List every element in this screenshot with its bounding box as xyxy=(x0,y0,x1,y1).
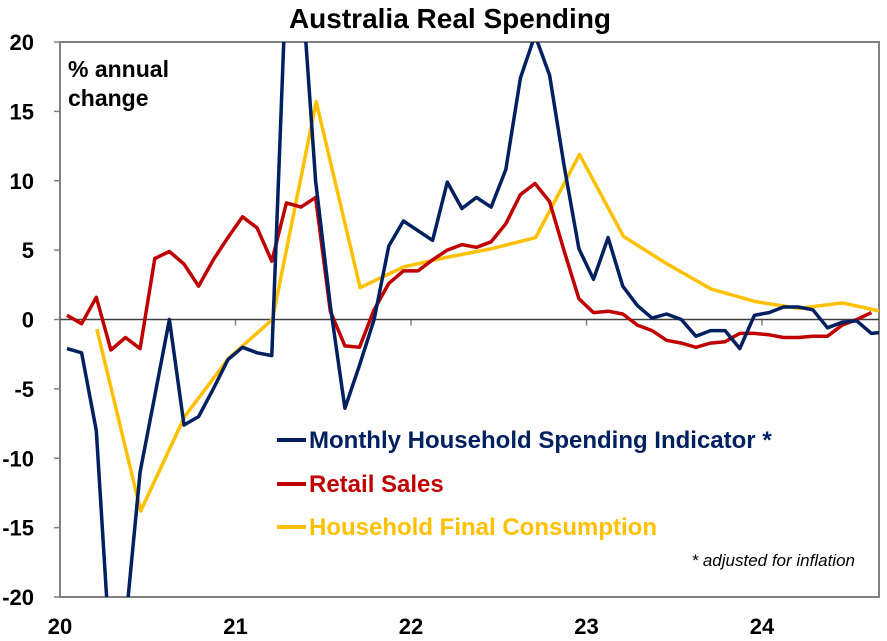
legend-label-retail-sales: Retail Sales xyxy=(309,471,444,498)
legend-label-hfc: Household Final Consumption xyxy=(309,514,657,541)
x-tick-label: 24 xyxy=(750,614,775,639)
y-tick-label: 0 xyxy=(22,308,34,333)
legend-label-mhsi: Monthly Household Spending Indicator * xyxy=(309,427,772,454)
y-tick-label: 20 xyxy=(10,30,34,55)
y-tick-label: -10 xyxy=(2,446,34,471)
y-axis-tick-labels: 20 15 10 5 0 -5 -10 -15 -20 xyxy=(2,30,34,610)
series-lines xyxy=(66,42,879,597)
y-tick-label: 10 xyxy=(10,169,34,194)
x-tick-label: 22 xyxy=(399,614,423,639)
y-tick-label: -5 xyxy=(14,377,34,402)
x-tick-label: 23 xyxy=(574,614,598,639)
y-axis-unit-label-line2: change xyxy=(68,85,149,111)
footnote: * adjusted for inflation xyxy=(692,551,856,570)
y-tick-label: -20 xyxy=(2,585,34,610)
y-axis-unit-label-line1: % annual xyxy=(68,56,169,82)
y-axis-ticks xyxy=(54,41,60,598)
chart-title: Australia Real Spending xyxy=(289,3,611,34)
x-tick-label: 21 xyxy=(223,614,247,639)
x-axis-ticks xyxy=(59,319,763,326)
y-tick-label: 15 xyxy=(10,99,34,124)
y-tick-label: 5 xyxy=(22,238,34,263)
series-line-mhsi xyxy=(66,42,879,597)
legend: Monthly Household Spending Indicator * R… xyxy=(277,427,772,541)
x-tick-label: 20 xyxy=(48,614,72,639)
series-line-retail-sales xyxy=(66,181,873,352)
x-axis-tick-labels: 20 21 22 23 24 xyxy=(48,614,775,639)
y-tick-label: -15 xyxy=(2,516,34,541)
